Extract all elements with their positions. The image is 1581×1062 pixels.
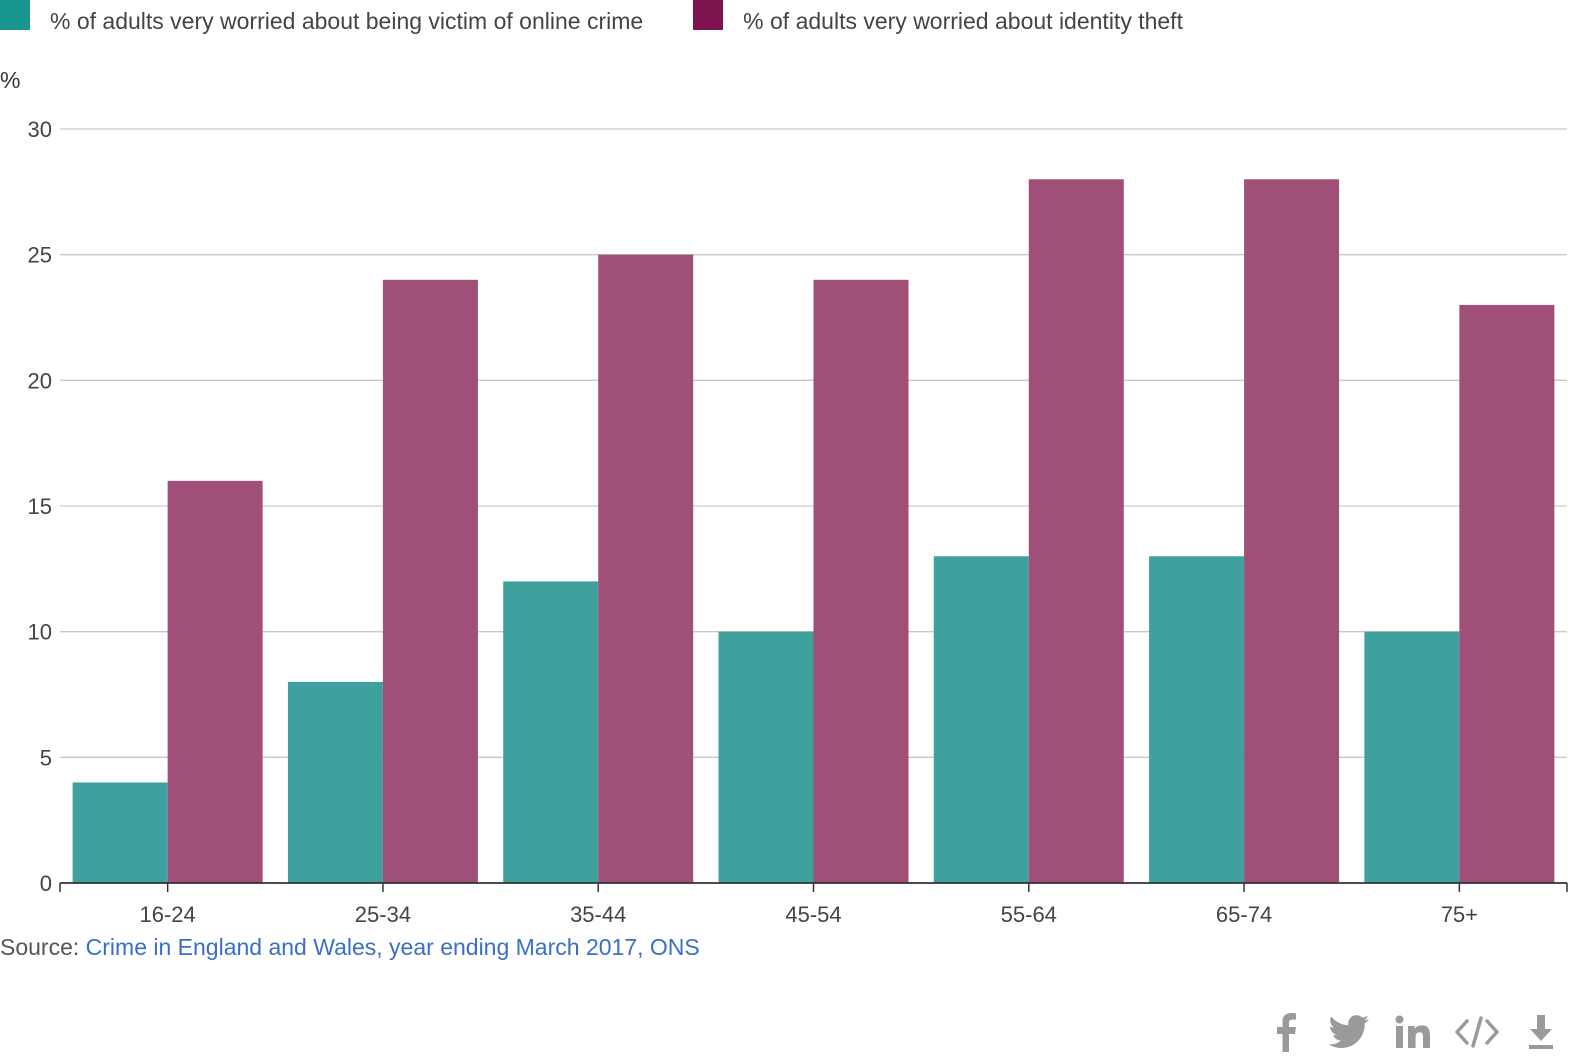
download-icon[interactable] <box>1519 1010 1563 1054</box>
legend-swatch-online-crime <box>0 0 30 30</box>
y-tick-label: 20 <box>28 368 52 393</box>
bar-online-crime-35-44 <box>503 581 599 883</box>
legend-swatch-identity-theft <box>693 0 724 30</box>
bar-online-crime-16-24 <box>72 782 168 883</box>
bar-identity-theft-65-74 <box>1244 179 1340 883</box>
source-note: Source: Crime in England and Wales, year… <box>0 934 700 961</box>
legend-item-online-crime: % of adults very worried about being vic… <box>0 0 644 35</box>
y-tick-label: 0 <box>40 871 52 896</box>
x-tick-label: 25-34 <box>355 902 411 927</box>
y-axis-unit-label: % <box>0 67 20 93</box>
legend-label-identity-theft: % of adults very worried about identity … <box>743 7 1183 34</box>
legend-item-identity-theft: % of adults very worried about identity … <box>693 0 1183 35</box>
bar-identity-theft-16-24 <box>167 480 263 883</box>
source-prefix: Source: <box>0 934 86 960</box>
x-tick-label: 45-54 <box>785 902 841 927</box>
x-tick-label: 65-74 <box>1216 902 1272 927</box>
bar-identity-theft-75+ <box>1459 304 1555 883</box>
y-tick-label: 25 <box>28 243 52 268</box>
x-tick-label: 35-44 <box>570 902 626 927</box>
legend: % of adults very worried about being vic… <box>0 0 1233 44</box>
bar-online-crime-75+ <box>1364 631 1460 883</box>
linkedin-icon[interactable] <box>1391 1010 1435 1054</box>
y-tick-label: 10 <box>28 620 52 645</box>
facebook-icon[interactable] <box>1263 1010 1307 1054</box>
x-tick-label: 75+ <box>1441 902 1478 927</box>
twitter-icon[interactable] <box>1327 1010 1371 1054</box>
bar-online-crime-25-34 <box>287 681 383 883</box>
bar-identity-theft-55-64 <box>1028 179 1124 883</box>
bars <box>72 179 1555 883</box>
x-tick-label: 55-64 <box>1001 902 1057 927</box>
bar-identity-theft-25-34 <box>382 279 478 883</box>
bar-online-crime-65-74 <box>1149 556 1245 883</box>
bar-chart: % 0 5 10 15 20 25 30 16-24 25-34 35-44 45-54 55-64… <box>0 67 1568 927</box>
x-tick-label: 16-24 <box>140 902 196 927</box>
x-axis: 16-24 25-34 35-44 45-54 55-64 65-74 75+ <box>59 882 1568 927</box>
source-link[interactable]: Crime in England and Wales, year ending … <box>85 934 700 960</box>
embed-icon[interactable] <box>1455 1010 1499 1054</box>
y-axis-ticks: 0 5 10 15 20 25 30 <box>28 117 52 896</box>
bar-online-crime-55-64 <box>933 556 1029 883</box>
bar-online-crime-45-54 <box>718 631 814 883</box>
bar-identity-theft-35-44 <box>598 254 694 883</box>
y-tick-label: 15 <box>28 494 52 519</box>
bar-identity-theft-45-54 <box>813 279 909 883</box>
share-bar <box>1243 1010 1563 1054</box>
y-tick-label: 30 <box>28 117 52 142</box>
legend-label-online-crime: % of adults very worried about being vic… <box>50 7 644 34</box>
y-tick-label: 5 <box>40 745 52 770</box>
